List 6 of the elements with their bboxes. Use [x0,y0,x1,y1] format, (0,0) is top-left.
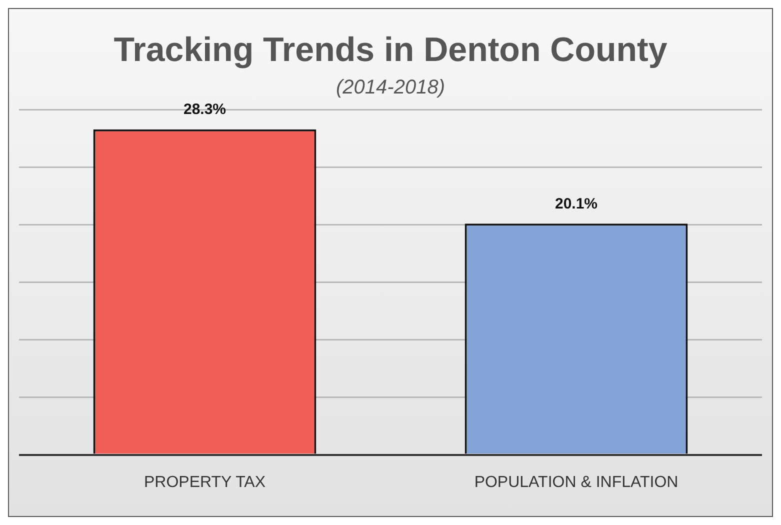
data-label: 28.3% [183,100,226,118]
x-tick-label: POPULATION & INFLATION [474,474,678,491]
x-tick-label: PROPERTY TAX [144,474,266,491]
chart-title: Tracking Trends in Denton County [114,30,668,69]
chart-subtitle: (2014-2018) [336,76,445,98]
data-label: 20.1% [554,195,598,212]
